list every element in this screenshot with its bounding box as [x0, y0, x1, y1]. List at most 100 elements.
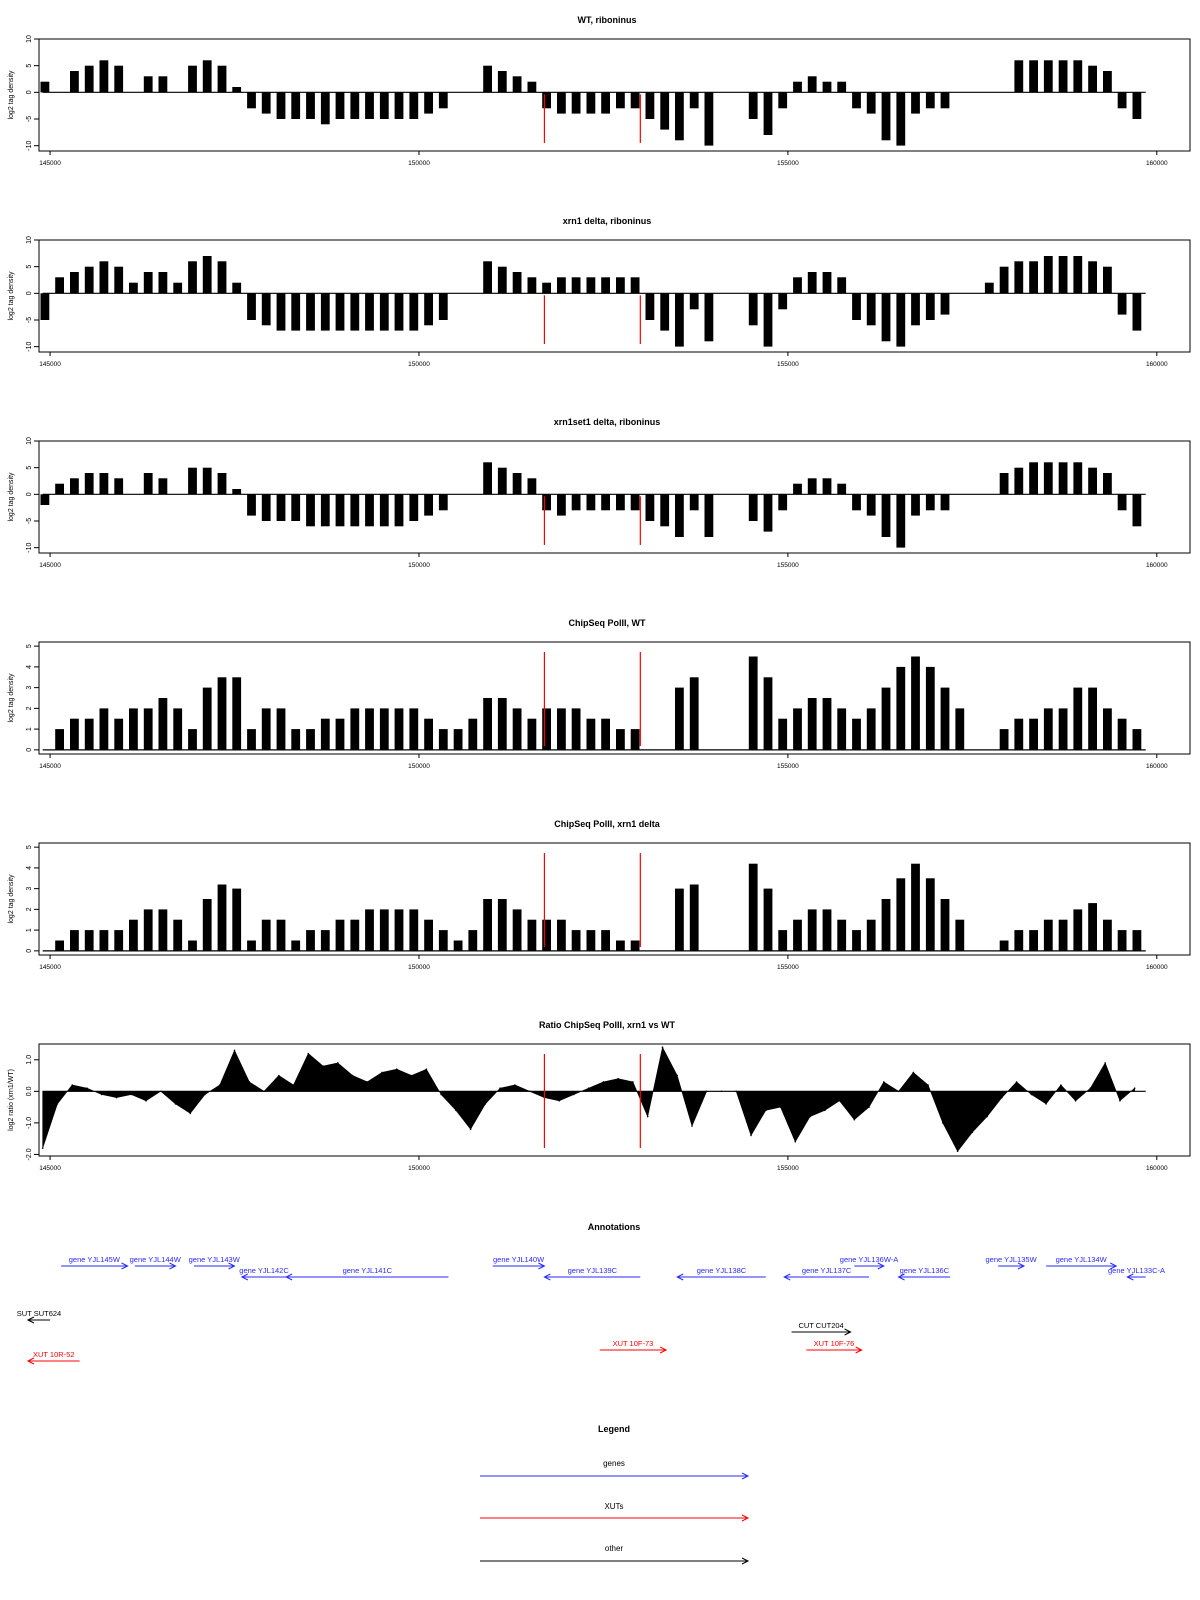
density-bar	[379, 293, 389, 331]
density-bar	[424, 919, 433, 951]
density-bar	[1117, 92, 1127, 109]
density-bar	[217, 261, 227, 294]
density-bar	[837, 919, 847, 951]
density-bar	[940, 687, 950, 750]
density-bar	[571, 92, 581, 114]
data-point	[765, 1109, 767, 1112]
data-point	[41, 1147, 44, 1149]
density-bar	[601, 930, 610, 951]
density-bar	[232, 888, 242, 951]
density-bar	[202, 899, 212, 951]
density-bar	[955, 708, 965, 750]
data-point	[868, 1106, 870, 1108]
density-bar	[793, 483, 802, 495]
density-bar	[763, 293, 773, 347]
density-bar	[158, 478, 168, 495]
y-tick-label: -10	[26, 543, 33, 553]
density-bar	[84, 473, 94, 495]
data-point	[263, 1090, 265, 1093]
density-bar	[1117, 930, 1127, 951]
density-bar	[70, 718, 79, 750]
density-bar	[1014, 930, 1024, 951]
density-bar	[84, 718, 94, 750]
density-bar	[365, 909, 374, 951]
feature-arrowhead	[844, 1328, 852, 1336]
density-bar	[675, 92, 684, 141]
density-bar	[837, 81, 847, 93]
density-bar	[881, 899, 891, 951]
density-bar	[1029, 930, 1038, 951]
density-bar	[114, 478, 124, 495]
track-panel-chipseq-xrn1: ChipSeq PolII, xrn1 delta log2 tag densi…	[8, 819, 1191, 971]
data-point	[174, 1103, 177, 1105]
plot-frame	[38, 440, 1191, 554]
density-bar	[424, 718, 433, 750]
density-bar	[527, 718, 537, 750]
density-bar	[911, 863, 920, 951]
density-bar	[70, 71, 79, 93]
data-point	[676, 1074, 678, 1077]
x-tick-label: 160000	[1146, 964, 1168, 971]
density-bar	[143, 76, 153, 93]
density-bar	[1088, 261, 1097, 294]
data-point	[794, 1141, 797, 1143]
feature-label: gene YJL141C	[343, 1266, 393, 1275]
density-bar	[586, 494, 596, 511]
density-bar	[1014, 718, 1024, 750]
density-bar	[424, 293, 433, 326]
data-point	[71, 1084, 73, 1086]
density-bar	[542, 92, 551, 109]
data-point	[1074, 1100, 1077, 1102]
density-bar	[645, 92, 655, 119]
density-bar	[365, 293, 374, 331]
density-bar	[601, 494, 610, 511]
y-tick-label: 2	[26, 706, 33, 710]
density-bar	[925, 666, 935, 750]
data-point	[617, 1077, 619, 1080]
y-tick-label: 5	[26, 845, 33, 849]
density-bar	[453, 940, 463, 951]
track-panel-chipseq-ratio: Ratio ChipSeq PolII, xrn1 vs WT log2 rat…	[8, 1020, 1191, 1172]
data-point	[705, 1090, 708, 1093]
x-tick-label: 160000	[1146, 361, 1168, 368]
density-bar	[542, 919, 551, 951]
y-tick-label: 10	[26, 236, 33, 244]
density-bar	[660, 92, 670, 130]
density-bar	[689, 677, 699, 750]
plot-frame	[38, 38, 1191, 152]
density-bar	[793, 708, 802, 750]
density-bar	[394, 909, 404, 951]
density-bar	[586, 930, 596, 951]
density-bar	[497, 71, 507, 93]
x-tick-label: 160000	[1146, 160, 1168, 167]
density-bar	[1103, 708, 1112, 750]
density-bar	[261, 708, 271, 750]
density-bar	[276, 92, 286, 119]
feature-arrowhead	[897, 1273, 905, 1281]
feature-label: XUT 10F-73	[613, 1339, 654, 1348]
feature-arrowhead	[285, 1273, 293, 1281]
density-bar	[173, 282, 183, 294]
density-bar	[748, 656, 758, 750]
data-point	[646, 1115, 649, 1118]
legend: Legend genes XUTs other	[480, 1424, 750, 1565]
density-bar	[911, 494, 920, 516]
density-bar	[866, 494, 876, 516]
data-point	[1030, 1093, 1033, 1096]
feature-label: XUT 10F-76	[814, 1339, 855, 1348]
feature-label: gene YJL142C	[239, 1266, 289, 1275]
feature-label: XUT 10R-52	[33, 1350, 75, 1359]
data-point	[735, 1090, 737, 1093]
density-bar	[925, 293, 935, 320]
feature-label: gene YJL134W	[1056, 1255, 1108, 1264]
data-point	[351, 1074, 354, 1077]
density-bar	[527, 919, 537, 951]
density-bar	[232, 282, 242, 294]
density-bar	[704, 92, 714, 146]
density-bar	[350, 919, 360, 951]
density-bar	[822, 272, 832, 294]
density-bar	[188, 467, 197, 495]
density-bar	[188, 261, 197, 294]
density-bar	[925, 92, 935, 109]
x-tick-label: 145000	[39, 361, 61, 368]
